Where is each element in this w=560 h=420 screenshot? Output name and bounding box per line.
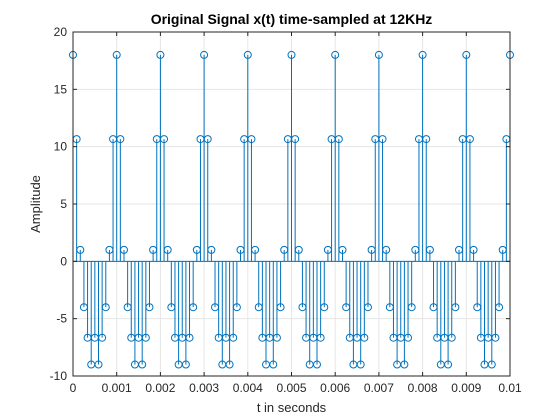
x-tick-label: 0.003: [189, 381, 219, 395]
stem-marker: [101, 303, 110, 312]
stem-marker: [251, 245, 260, 254]
x-tick-label: 0.002: [145, 381, 175, 395]
stem-marker: [363, 303, 372, 312]
stem-marker: [331, 50, 340, 59]
stem-marker: [291, 135, 300, 144]
stem-marker: [276, 303, 285, 312]
stem-marker: [156, 50, 165, 59]
stem-marker: [487, 360, 496, 369]
stem-marker: [200, 50, 209, 59]
x-tick-label: 0.004: [233, 381, 263, 395]
stem-marker: [447, 333, 456, 342]
y-tick-label: 10: [54, 140, 68, 154]
stem-marker: [181, 360, 190, 369]
stem-marker: [312, 360, 321, 369]
stem-marker: [465, 135, 474, 144]
stem-marker: [491, 333, 500, 342]
stem-marker: [232, 303, 241, 312]
stem-marker: [374, 50, 383, 59]
tick-labels: 0 0.001 0.002 0.003 0.004 0.005 0.006 0.007 0.00…: [50, 25, 522, 395]
x-tick-label: 0: [70, 381, 77, 395]
stem-marker: [451, 303, 460, 312]
x-tick-label: 0.001: [102, 381, 132, 395]
stem-marker: [98, 333, 107, 342]
stem-marker: [189, 303, 198, 312]
stem-marker: [229, 333, 238, 342]
stem-series: [69, 50, 514, 369]
stem-marker: [116, 135, 125, 144]
x-tick-label: 0.008: [408, 381, 438, 395]
stem-marker: [425, 245, 434, 254]
y-tick-label: 20: [54, 25, 68, 39]
x-axis-label: t in seconds: [257, 400, 327, 415]
stem-marker: [382, 245, 391, 254]
stem-marker: [360, 333, 369, 342]
y-tick-label: 15: [54, 82, 68, 96]
x-tick-label: 0.01: [498, 381, 522, 395]
stem-marker: [141, 333, 150, 342]
chart-title: Original Signal x(t) time-sampled at 12K…: [151, 11, 433, 27]
stem-marker: [407, 303, 416, 312]
stem-marker: [400, 360, 409, 369]
y-tick-label: 0: [60, 254, 67, 268]
stem-marker: [185, 333, 194, 342]
stem-marker: [269, 360, 278, 369]
stem-marker: [316, 333, 325, 342]
stem-marker: [119, 245, 128, 254]
stem-marker: [422, 135, 431, 144]
y-axis-label: Amplitude: [28, 175, 43, 233]
y-tick-label: 5: [60, 197, 67, 211]
y-tick-label: -10: [50, 369, 68, 383]
stem-marker: [160, 135, 169, 144]
x-tick-label: 0.007: [364, 381, 394, 395]
stem-marker: [338, 245, 347, 254]
stem-marker: [138, 360, 147, 369]
stem-marker: [225, 360, 234, 369]
stem-marker: [243, 50, 252, 59]
stem-marker: [203, 135, 212, 144]
stem-marker: [320, 303, 329, 312]
stem-marker: [495, 303, 504, 312]
stem-marker: [94, 360, 103, 369]
stem-marker: [469, 245, 478, 254]
stem-marker: [404, 333, 413, 342]
stem-marker: [418, 50, 427, 59]
stem-marker: [294, 245, 303, 254]
stem-marker: [76, 245, 85, 254]
x-tick-label: 0.009: [451, 381, 481, 395]
stem-marker: [207, 245, 216, 254]
stem-marker: [356, 360, 365, 369]
stem-marker: [334, 135, 343, 144]
axes: [72, 31, 511, 377]
stem-marker: [378, 135, 387, 144]
stem-marker: [163, 245, 172, 254]
stem-marker: [444, 360, 453, 369]
stem-marker: [145, 303, 154, 312]
x-tick-label: 0.005: [276, 381, 306, 395]
stem-marker: [272, 333, 281, 342]
stem-marker: [112, 50, 121, 59]
y-tick-label: -5: [56, 312, 67, 326]
stem-marker: [247, 135, 256, 144]
stem-marker: [287, 50, 296, 59]
stem-marker: [462, 50, 471, 59]
x-tick-label: 0.006: [320, 381, 350, 395]
